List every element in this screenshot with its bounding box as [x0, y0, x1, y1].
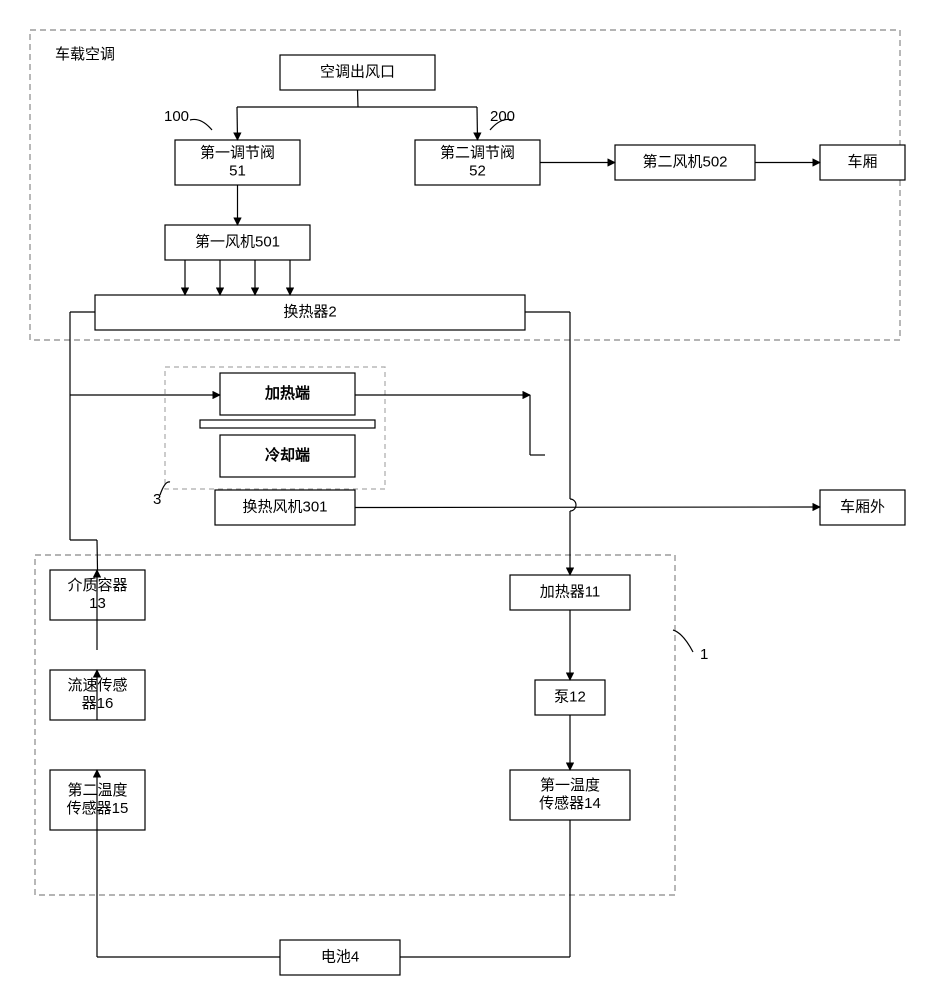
- fan2-label: 第二风机502: [642, 152, 727, 170]
- pump-label: 泵12: [554, 688, 586, 705]
- valve1-label1: 第一调节阀: [200, 143, 275, 161]
- outlet-label: 空调出风口: [320, 63, 395, 80]
- battery-label: 电池4: [321, 948, 359, 965]
- valve1-label2: 51: [229, 162, 246, 179]
- temp1-label1: 第一温度: [540, 776, 600, 794]
- outside-label: 车厢外: [840, 498, 885, 515]
- diagram-canvas: 车载空调空调出风口第一调节阀51 第二调节阀52 第二风机502 车厢第一风机501 换…: [0, 0, 942, 1000]
- valve2-label1: 第二调节阀: [440, 143, 515, 161]
- leader: [673, 630, 693, 652]
- edge: [358, 90, 359, 107]
- edge: [97, 540, 98, 570]
- hot-label: 加热端: [264, 384, 310, 402]
- cabin-label: 车厢: [847, 153, 877, 170]
- hx_fan-label: 换热风机301: [242, 498, 327, 515]
- ann200: 200: [490, 108, 515, 125]
- temp1-label2: 传感器14: [539, 795, 601, 812]
- hot_bar: [200, 420, 375, 428]
- fan1-label: 第一风机501: [195, 232, 280, 250]
- edge: [237, 107, 238, 140]
- leader: [190, 119, 212, 130]
- edge: [355, 507, 820, 508]
- heater-label: 加热器11: [540, 583, 601, 600]
- thermal_num: 1: [700, 646, 708, 663]
- hx-label: 换热器2: [283, 303, 336, 320]
- valve2-label2: 52: [469, 162, 486, 179]
- ann100: 100: [164, 108, 189, 125]
- edge: [477, 107, 478, 140]
- ac_label: 车载空调: [55, 46, 115, 63]
- cold-label: 冷却端: [265, 446, 310, 464]
- edge-hop: [570, 499, 576, 511]
